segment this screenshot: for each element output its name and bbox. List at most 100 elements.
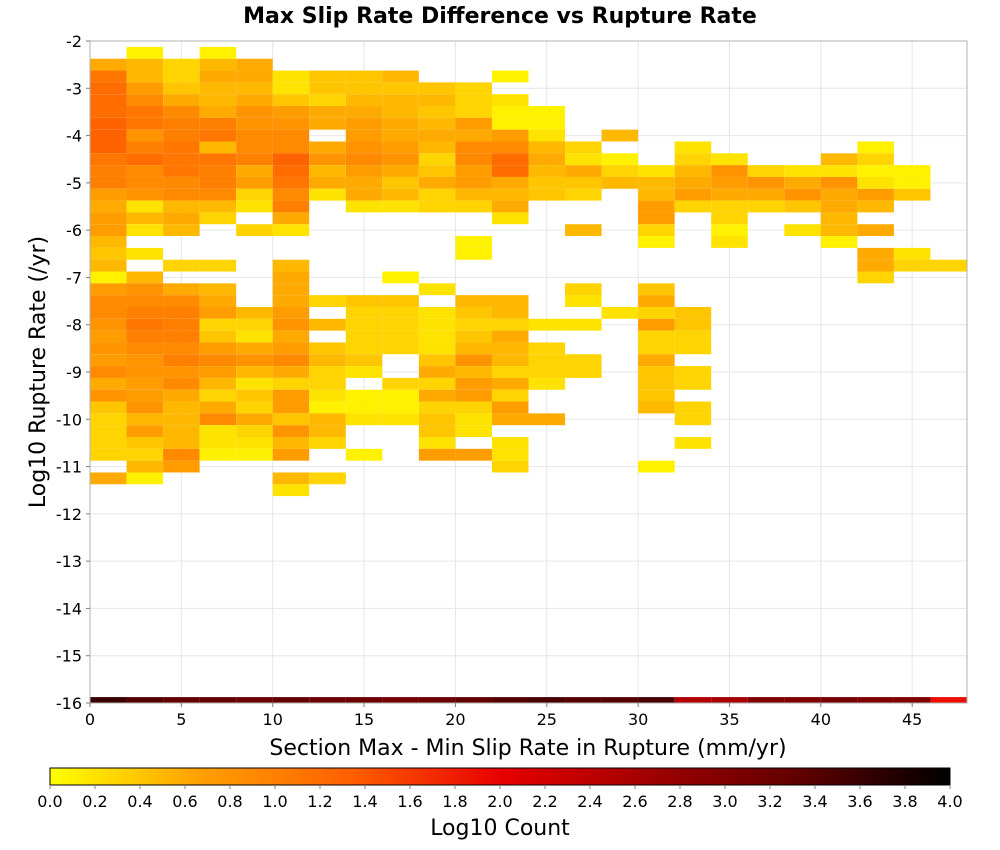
heatmap-cell [528, 153, 566, 166]
heatmap-cell [90, 176, 127, 189]
heatmap-cell [272, 697, 310, 703]
heatmap-cell [491, 401, 529, 414]
heatmap-cell [674, 330, 712, 343]
heatmap-cell [857, 165, 894, 177]
heatmap-cell [236, 448, 273, 461]
heatmap-cell [455, 295, 492, 307]
heatmap-cell [382, 200, 419, 213]
heatmap-cell [455, 129, 492, 142]
heatmap-cell [272, 448, 310, 461]
heatmap-cell [236, 366, 273, 378]
heatmap-cell [90, 354, 127, 367]
heatmap-cell [345, 697, 383, 703]
colorbar-tick-label: 2.2 [532, 792, 557, 811]
heatmap-cell [272, 389, 310, 402]
colorbar-tick-label: 2.4 [577, 792, 602, 811]
heatmap-cell [272, 94, 310, 107]
heatmap-cell [711, 176, 748, 189]
heatmap-cell [345, 413, 383, 426]
heatmap-cell [711, 200, 748, 213]
heatmap-cell [163, 224, 200, 237]
heatmap-cell [163, 366, 200, 378]
heatmap-cell [163, 94, 200, 107]
heatmap-cell [784, 188, 821, 201]
heatmap-cell [711, 165, 748, 177]
heatmap-cell [638, 354, 675, 367]
y-tick-label: -16 [56, 694, 82, 713]
colorbar-tick-label: 0.0 [37, 792, 62, 811]
heatmap-cell [126, 129, 164, 142]
heatmap-cell [418, 413, 456, 426]
heatmap-cell [309, 165, 346, 177]
heatmap-cell [638, 200, 675, 213]
heatmap-cell [455, 413, 492, 426]
heatmap-cell [272, 106, 310, 118]
heatmap-cell [418, 377, 456, 390]
heatmap-cell [674, 141, 712, 154]
heatmap-cell [382, 188, 419, 201]
heatmap-cell [236, 342, 273, 355]
heatmap-cell [345, 342, 383, 355]
heatmap-cell [674, 318, 712, 331]
heatmap-cell [163, 129, 200, 142]
heatmap-cell [674, 697, 712, 703]
heatmap-cell [857, 259, 894, 272]
heatmap-cell [90, 247, 127, 260]
heatmap-cell [163, 342, 200, 355]
heatmap-cell [90, 271, 127, 284]
heatmap-cell [345, 94, 383, 107]
heatmap-cell [163, 165, 200, 177]
heatmap-cell [455, 377, 492, 390]
heatmap-cell [199, 165, 237, 177]
heatmap-cell [491, 377, 529, 390]
heatmap-cell [199, 306, 237, 319]
heatmap-cell [90, 389, 127, 402]
heatmap-cell [199, 425, 237, 438]
heatmap-cell [491, 129, 529, 142]
heatmap-cell [309, 389, 346, 402]
heatmap-cell [345, 330, 383, 343]
heatmap-cell [126, 165, 164, 177]
heatmap-cell [309, 295, 346, 307]
heatmap-cell [418, 330, 456, 343]
heatmap-cell [90, 472, 127, 485]
heatmap-cell [90, 94, 127, 107]
colorbar-tick-label: 4.0 [937, 792, 962, 811]
heatmap-cell [309, 106, 346, 118]
heatmap-cell [90, 58, 127, 71]
heatmap-cell [163, 354, 200, 367]
heatmap-cell [272, 212, 310, 225]
heatmap-cell [126, 697, 164, 703]
heatmap-cell [491, 306, 529, 319]
heatmap-cell [528, 106, 566, 118]
heatmap-cell [382, 295, 419, 307]
heatmap-cell [126, 247, 164, 260]
heatmap-cell [638, 212, 675, 225]
heatmap-cell [163, 58, 200, 71]
heatmap-cell [638, 188, 675, 201]
heatmap-cell [199, 46, 237, 59]
heatmap-cell [382, 318, 419, 331]
heatmap-cell [309, 176, 346, 189]
heatmap-cell [163, 200, 200, 213]
heatmap-cell [382, 389, 419, 402]
heatmap-cell [272, 437, 310, 449]
heatmap-cell [126, 377, 164, 390]
heatmap-cell [491, 117, 529, 130]
heatmap-cell [199, 377, 237, 390]
heatmap-cell [90, 153, 127, 166]
colorbar-tick-label: 3.4 [802, 792, 827, 811]
heatmap-cell [455, 697, 492, 703]
heatmap-cell [236, 437, 273, 449]
heatmap-cell [565, 366, 602, 378]
heatmap-cell [163, 188, 200, 201]
heatmap-cell [163, 295, 200, 307]
heatmap-cell [163, 448, 200, 461]
heatmap-cell [272, 425, 310, 438]
heatmap-cell [236, 165, 273, 177]
heatmap-cell [601, 129, 639, 142]
heatmap-cell [199, 94, 237, 107]
heatmap-cell [163, 153, 200, 166]
heatmap-cell [126, 413, 164, 426]
heatmap-cell [491, 366, 529, 378]
